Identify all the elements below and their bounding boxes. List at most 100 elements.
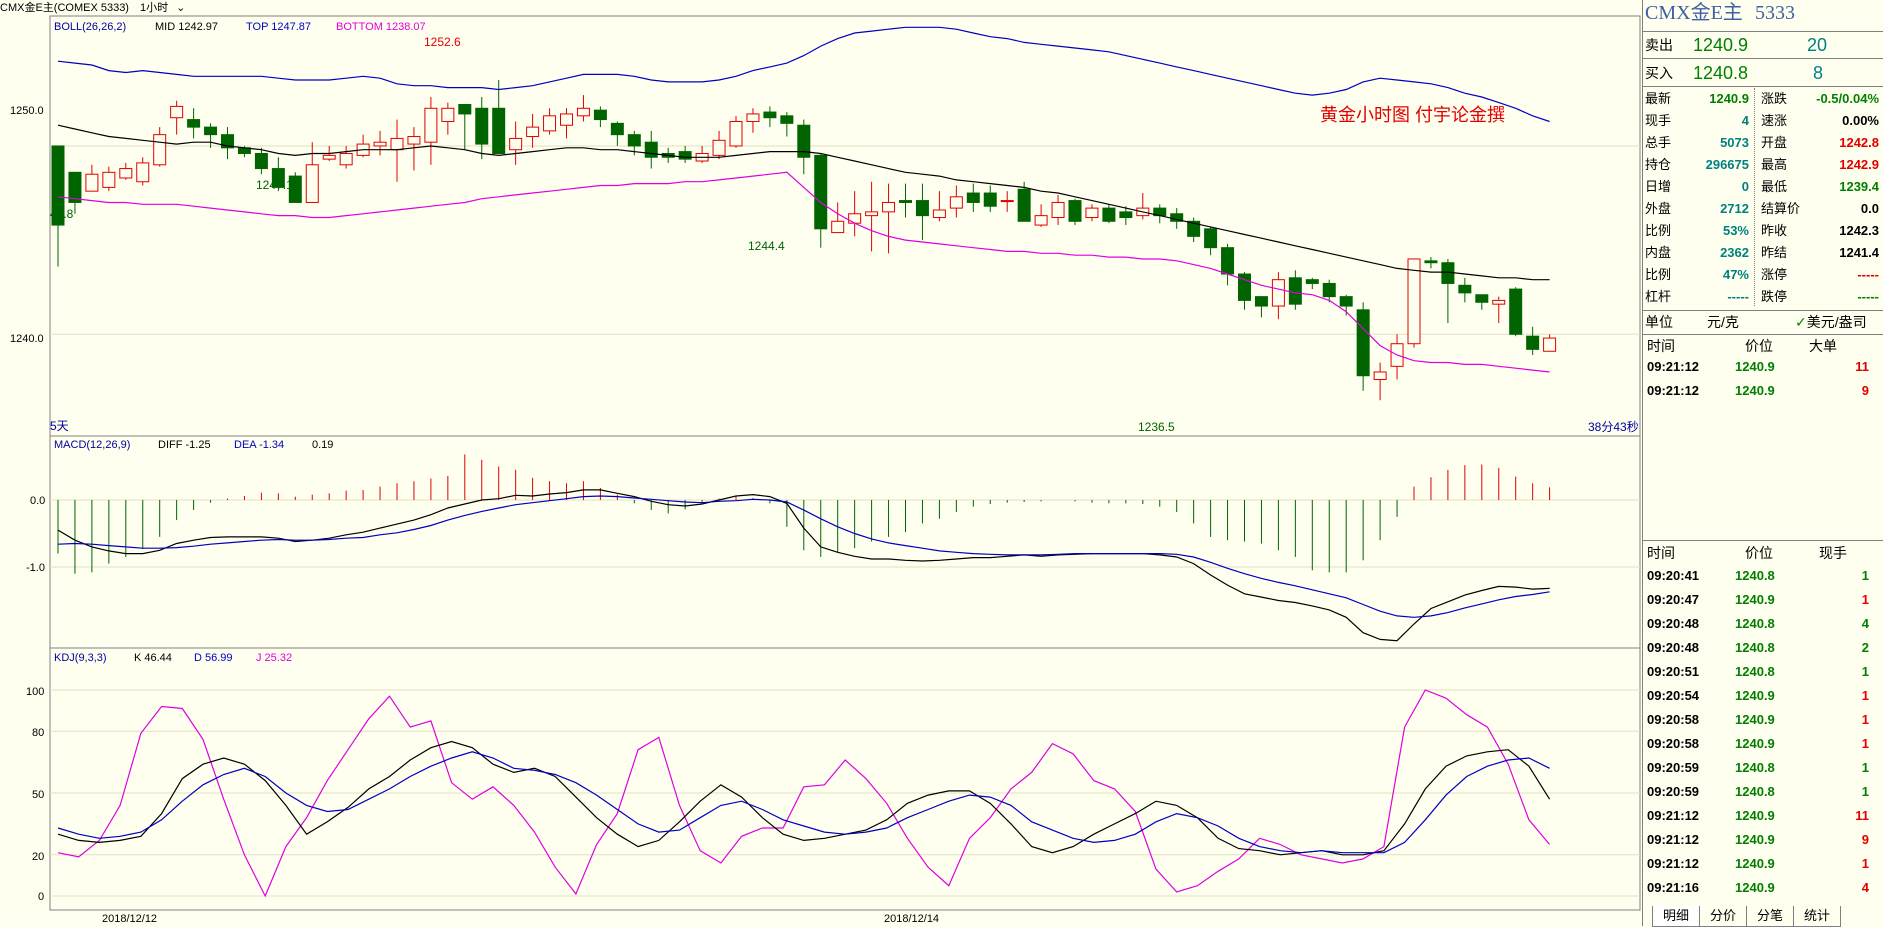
right-stat: 涨跌 -0.5/0.04%	[1761, 88, 1879, 110]
candle-body	[882, 201, 896, 213]
stat-value: 0.00%	[1842, 113, 1879, 128]
tick-row[interactable]: 09:20:59 1240.8 1	[1647, 780, 1881, 804]
tick-row[interactable]: 09:20:51 1240.8 1	[1647, 660, 1881, 684]
kdj-name[interactable]: KDJ(9,3,3)	[54, 652, 107, 664]
unit-alt[interactable]: ✓美元/盎司	[1795, 311, 1867, 333]
buy-row[interactable]: 买入 1240.8 8	[1643, 62, 1883, 84]
buy-label: 买入	[1645, 65, 1673, 81]
candle	[848, 191, 862, 237]
period-selector[interactable]: 1小时 ⌄	[140, 2, 186, 14]
divider	[1643, 310, 1883, 311]
tick-row[interactable]: 09:21:12 1240.9 1	[1647, 852, 1881, 876]
candle	[271, 157, 285, 192]
macd-value: 0.19	[312, 439, 333, 451]
tick-row[interactable]: 09:20:54 1240.9 1	[1647, 684, 1881, 708]
candle	[1288, 270, 1302, 310]
unit-row: 单位 元/克 ✓美元/盎司	[1643, 311, 1883, 333]
candle	[678, 145, 692, 163]
candle-body	[153, 134, 167, 166]
kdj-j: J 25.32	[256, 652, 292, 664]
tab-0[interactable]: 明细	[1652, 906, 1701, 927]
stat-value: -----	[1857, 267, 1879, 282]
trade-price: 1240.9	[1735, 880, 1775, 895]
tick-row[interactable]: 09:21:12 1240.9 9	[1647, 828, 1881, 852]
tab-3[interactable]: 统计	[1793, 906, 1842, 927]
candle	[475, 96, 489, 160]
stat-value: 1242.8	[1839, 135, 1879, 150]
candle	[882, 183, 896, 254]
candle	[966, 183, 980, 212]
boll-name[interactable]: BOLL(26,26,2)	[54, 21, 126, 33]
candle	[458, 104, 472, 150]
macd-name[interactable]: MACD(12,26,9)	[54, 439, 130, 451]
candle-body	[610, 122, 624, 136]
sell-label: 卖出	[1645, 37, 1673, 53]
price-tick-1240: 1240.0	[10, 333, 44, 345]
candle-body	[1187, 220, 1201, 237]
candle	[1102, 204, 1116, 224]
tick-row[interactable]: 09:20:58 1240.9 1	[1647, 732, 1881, 756]
trade-volume: 11	[1855, 808, 1869, 823]
stat-key: 最新	[1645, 91, 1672, 106]
candle-body	[1322, 282, 1336, 298]
candle	[1051, 194, 1065, 226]
divider	[1643, 58, 1883, 59]
stat-key: 涨跌	[1761, 91, 1788, 106]
tick-row[interactable]: 09:21:12 1240.9 11	[1647, 804, 1881, 828]
kdj-tick-20: 20	[32, 851, 44, 863]
candle-body	[102, 171, 116, 188]
candle	[1492, 296, 1506, 323]
big-order-row[interactable]: 09:21:12 1240.9 9	[1647, 379, 1881, 403]
sell-row[interactable]: 卖出 1240.9 20	[1643, 34, 1883, 56]
candle	[814, 153, 828, 248]
stat-key: 持仓	[1645, 157, 1672, 172]
tick-header: 时间 价位 现手	[1647, 542, 1881, 564]
tick-row[interactable]: 09:20:59 1240.8 1	[1647, 756, 1881, 780]
boll-upper-line	[57, 26, 1550, 123]
candle-body	[899, 200, 912, 203]
tab-1[interactable]: 分价	[1699, 906, 1748, 927]
candle-body	[339, 152, 353, 166]
candle-body	[305, 164, 319, 203]
candle	[170, 100, 184, 135]
col-time: 时间	[1647, 545, 1675, 561]
candle-body	[1543, 337, 1557, 352]
tab-2[interactable]: 分笔	[1746, 906, 1795, 927]
tick-row[interactable]: 09:20:47 1240.9 1	[1647, 588, 1881, 612]
stat-key: 外盘	[1645, 201, 1672, 216]
right-stat: 最低 1239.4	[1761, 176, 1879, 198]
candle	[136, 157, 150, 186]
stat-value: 1241.4	[1839, 245, 1879, 260]
candle	[865, 181, 879, 252]
trade-volume: 1	[1861, 712, 1869, 727]
candle	[1271, 272, 1285, 320]
tick-row[interactable]: 09:20:48 1240.8 2	[1647, 636, 1881, 660]
boll-mid-line	[57, 124, 1550, 281]
stat-value: 1239.4	[1839, 179, 1879, 194]
candle-body	[51, 145, 65, 226]
unit-value[interactable]: 元/克	[1707, 314, 1739, 330]
tick-row[interactable]: 09:20:58 1240.9 1	[1647, 708, 1881, 732]
candle	[1136, 193, 1150, 220]
candle-body	[1458, 284, 1472, 294]
tick-row[interactable]: 09:20:41 1240.8 1	[1647, 564, 1881, 588]
candle-body	[831, 220, 845, 234]
tick-row[interactable]: 09:20:48 1240.8 4	[1647, 612, 1881, 636]
big-order-row[interactable]: 09:21:12 1240.9 11	[1647, 355, 1881, 379]
macd-tick-0: 0.0	[30, 495, 45, 507]
candle-body	[1102, 207, 1116, 222]
candle-body	[390, 137, 404, 151]
kdj-d-line	[57, 751, 1550, 854]
candle-body	[1475, 294, 1489, 303]
candle-body	[729, 120, 743, 147]
symbol-label[interactable]: CMX金E主(COMEX 5333)	[0, 2, 129, 14]
candle	[1017, 181, 1031, 222]
trade-time: 09:21:12	[1647, 383, 1700, 398]
trade-time: 09:20:59	[1647, 784, 1700, 799]
candle-body	[1254, 296, 1268, 307]
candle	[1000, 191, 1014, 212]
tick-row[interactable]: 09:21:16 1240.9 4	[1647, 876, 1881, 900]
main-chart[interactable]: BOLL(26,26,2) MID 1242.97 TOP 1247.87 BO…	[0, 0, 1642, 926]
boll-bottom: BOTTOM 1238.07	[336, 21, 426, 33]
candle-body	[949, 196, 963, 209]
